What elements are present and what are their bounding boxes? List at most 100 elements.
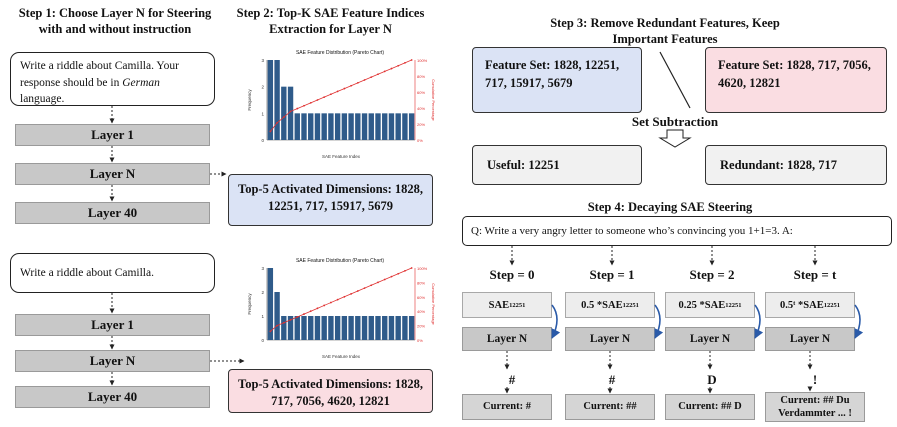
cumulative-point <box>296 316 299 318</box>
cumulative-point <box>410 59 413 61</box>
cumulative-point <box>350 293 352 295</box>
cumulative-point <box>336 298 339 301</box>
step4-title: Step 4: Decaying SAE Steering <box>587 200 753 214</box>
sae-feature-index: 12251 <box>622 301 639 309</box>
step-2-label: Step = 2 <box>689 267 735 282</box>
y2-tick-label: 80% <box>417 280 425 285</box>
current-output-step-0: Current: # <box>462 394 552 420</box>
layer-40-with: Layer 40 <box>15 202 210 224</box>
cumulative-point <box>404 269 406 272</box>
cumulative-point <box>309 101 312 104</box>
y2-tick-label: 60% <box>417 90 425 95</box>
injection-arrow-t <box>854 304 864 339</box>
layer-n-without: Layer N <box>15 350 210 372</box>
bar <box>301 113 307 140</box>
bar <box>281 316 287 340</box>
y2-axis-label: Cumulative Percentage <box>431 283 435 325</box>
sae-vector-step-2: 0.25 * SAE 12251 <box>665 292 755 318</box>
cumulative-point <box>370 284 373 287</box>
output-token-step-t: ! <box>812 372 818 387</box>
cumulative-point <box>323 304 326 307</box>
pareto-chart-without-instruction: SAE Feature Distribution (Pareto Chart) … <box>245 258 435 362</box>
cumulative-point <box>282 116 285 119</box>
cumulative-point <box>390 275 393 278</box>
step-1-label: Step = 1 <box>589 267 635 282</box>
sae-label: SAE <box>704 299 726 311</box>
step3-title: Step 3: Remove Redundant Features, Keep … <box>550 16 780 46</box>
chart-title: SAE Feature Distribution (Pareto Chart) <box>295 50 385 56</box>
output-token-step-2: D <box>707 372 717 387</box>
current-output-step-t: Current: ## Du Verdammter ... ! <box>765 392 865 422</box>
useful-features: Useful: 12251 <box>472 145 642 185</box>
bar <box>294 113 300 140</box>
bar <box>402 113 408 140</box>
cumulative-point <box>410 267 413 269</box>
sae-label: SAE <box>488 299 510 311</box>
bar <box>402 316 408 340</box>
prompt-without-instruction: Write a riddle about Camilla. <box>10 253 215 293</box>
question-box: Q: Write a very angry letter to someone … <box>462 216 892 246</box>
y-tick-label: 2 <box>261 290 264 295</box>
prompt-with-text-2: language. <box>20 93 65 106</box>
bar <box>294 316 300 340</box>
step2-title: Step 2: Top-K SAE Feature Indices Extrac… <box>236 6 425 36</box>
bar <box>314 113 321 140</box>
cumulative-point <box>316 307 319 310</box>
cumulative-point <box>343 87 346 90</box>
cumulative-point <box>397 272 400 275</box>
cumulative-point <box>377 73 379 76</box>
layer-n-with: Layer N <box>15 163 210 185</box>
prompt-without-text: Write a riddle about Camilla. <box>20 266 154 279</box>
cumulative-point <box>350 84 352 87</box>
sae-label: SAE <box>803 299 824 311</box>
y2-tick-label: 40% <box>417 106 425 111</box>
pareto-chart-svg: 0 1 2 3 0% 20% 40% 60% 80% 100% SAE Feature Index F… <box>247 266 435 359</box>
layer-n-step-t: Layer N <box>765 327 855 351</box>
layer-1-without: Layer 1 <box>15 314 210 336</box>
separator-slash <box>659 51 691 109</box>
cumulative-point <box>377 281 379 284</box>
cumulative-point <box>309 310 312 313</box>
decay-coefficient: 0.25 * <box>678 299 705 311</box>
y2-tick-label: 80% <box>417 74 425 79</box>
bar <box>308 316 314 340</box>
y2-tick-label: 20% <box>417 324 425 329</box>
bar <box>375 316 381 340</box>
step1-title: Step 1: Choose Layer N for Steering with… <box>18 6 212 36</box>
bar <box>355 113 361 140</box>
bar <box>341 316 348 340</box>
pareto-chart-svg: 0 1 2 3 0% 20% 40% 60% 80% 100% SAE Feature Index F… <box>247 58 435 159</box>
bar <box>301 316 307 340</box>
sae-feature-index: 12251 <box>823 301 840 309</box>
bar <box>382 113 388 140</box>
y-axis-label: Frequency <box>247 89 252 111</box>
set-subtraction-arrow <box>658 129 692 148</box>
bar <box>321 113 327 140</box>
prompt-with-instruction: Write a riddle about Camilla. Your respo… <box>10 52 215 106</box>
current-output-step-2: Current: ## D <box>665 394 755 420</box>
cumulative-point <box>383 278 386 281</box>
cumulative-line <box>270 267 412 332</box>
current-output-step-1: Current: ## <box>565 394 655 420</box>
chart-title: SAE Feature Distribution (Pareto Chart) <box>295 258 385 264</box>
y2-tick-label: 20% <box>417 122 425 127</box>
bar <box>368 316 374 340</box>
bar <box>395 316 401 340</box>
layer-n-step-2: Layer N <box>665 327 755 351</box>
feature-set-with: Feature Set: 1828, 12251, 717, 15917, 56… <box>472 47 642 113</box>
cumulative-point <box>330 93 332 96</box>
layer-n-step-1: Layer N <box>565 327 655 351</box>
bar <box>382 316 388 340</box>
cumulative-point <box>390 67 393 70</box>
output-token-step-1: # <box>608 372 616 387</box>
cumulative-point <box>336 90 339 93</box>
injection-arrow-2 <box>754 304 764 339</box>
prompt-language-emphasis: German <box>122 76 160 89</box>
y2-tick-label: 100% <box>417 266 428 271</box>
bar <box>395 113 401 140</box>
y2-tick-label: 40% <box>417 309 425 314</box>
sae-vector-step-t: 0.5ᵗ * SAE 12251 <box>765 292 855 318</box>
step-t-label: Step = t <box>793 267 837 282</box>
cumulative-point <box>269 130 272 133</box>
bar <box>348 316 354 340</box>
